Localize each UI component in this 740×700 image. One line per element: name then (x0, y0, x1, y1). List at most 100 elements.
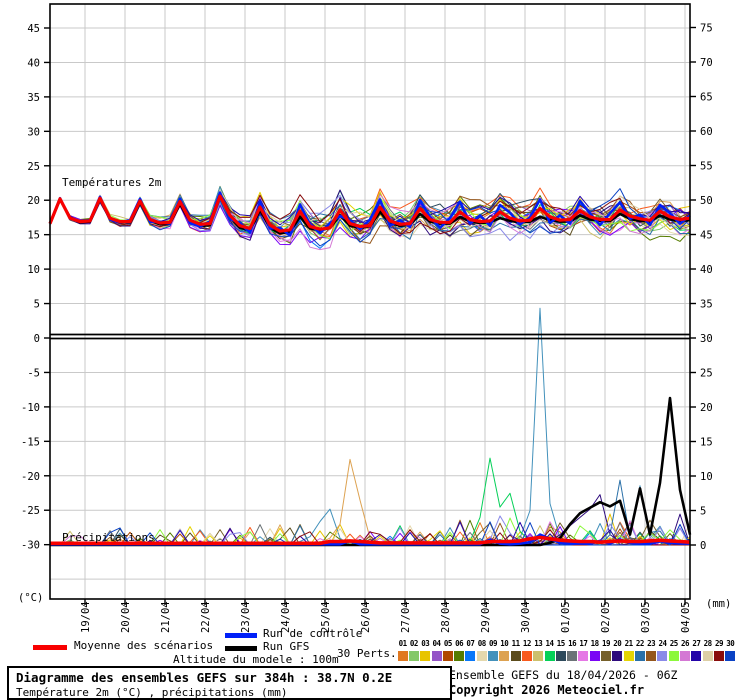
pert-color-swatch (476, 651, 487, 661)
pert-number: 21 (624, 639, 634, 648)
pert-cell: 11 (510, 639, 521, 661)
pert-color-swatch (408, 651, 419, 661)
left-axis-tick-label: 20 (27, 195, 40, 207)
gfs-run-precip-line (50, 396, 692, 547)
right-axis-tick-label: 45 (700, 230, 713, 242)
right-axis-tick-label: 50 (700, 195, 713, 207)
diagram-title: Diagramme des ensembles GEFS sur 384h : … (16, 670, 393, 685)
left-axis-tick-label: -25 (21, 505, 40, 517)
pert-cell: 15 (555, 639, 566, 661)
left-axis-tick-label: 40 (27, 57, 40, 69)
pert-color-swatch (600, 651, 611, 661)
perturbations-legend-label: 30 Perts. (337, 647, 397, 660)
pert-color-swatch (499, 651, 510, 661)
pert-number: 16 (568, 639, 577, 648)
pert-number: 12 (522, 639, 532, 648)
pert-color-swatch (544, 651, 555, 661)
pert-number: 18 (590, 639, 600, 648)
pert-number: 19 (601, 639, 611, 648)
pert-color-swatch (713, 651, 724, 661)
pert-color-swatch (420, 651, 431, 661)
pert-color-swatch (567, 651, 578, 661)
pert-cell: 02 (408, 639, 419, 661)
pert-color-swatch (454, 651, 465, 661)
right-axis-unit-label: (mm) (706, 598, 731, 610)
pert-number: 15 (556, 639, 566, 648)
left-axis-tick-label: 15 (27, 230, 40, 242)
pert-cell: 13 (533, 639, 544, 661)
pert-color-swatch (442, 651, 453, 661)
left-axis-tick-label: 5 (34, 299, 40, 311)
pert-number: 26 (681, 639, 690, 648)
pert-number: 09 (489, 639, 498, 648)
left-axis-tick-label: 25 (27, 161, 40, 173)
pert-cell: 26 (679, 639, 691, 661)
pert-number: 01 (398, 639, 408, 648)
pert-number: 24 (658, 639, 667, 648)
pert-number: 27 (692, 639, 701, 648)
left-axis-tick-label: 30 (27, 126, 40, 138)
pert-number: 20 (613, 639, 622, 648)
pert-color-swatch (578, 651, 589, 661)
right-axis-tick-label: 60 (700, 126, 713, 138)
pert-number: 22 (635, 639, 645, 648)
pert-number: 28 (703, 639, 713, 648)
pert-number: 29 (714, 639, 724, 648)
pert-number: 06 (455, 639, 464, 648)
right-axis-tick-label: 70 (700, 57, 713, 69)
pert-color-swatch (510, 651, 521, 661)
right-axis-tick-label: 0 (700, 540, 706, 552)
precipitation-section-label: Précipitations (62, 531, 155, 544)
gfs-run-legend-label: Run GFS (263, 640, 310, 653)
pert-cell: 14 (544, 639, 555, 661)
pert-cell: 07 (465, 639, 476, 661)
x-axis-date-label: 27/04 (400, 601, 412, 633)
pert-color-swatch (725, 651, 736, 661)
pert-number: 17 (579, 639, 588, 648)
pert-color-swatch (533, 651, 544, 661)
x-axis-date-label: 20/04 (120, 601, 132, 633)
pert-cell: 29 (713, 639, 724, 661)
left-axis-tick-label: -5 (27, 367, 40, 379)
right-axis-tick-label: 25 (700, 368, 713, 380)
x-axis-date-label: 21/04 (160, 601, 172, 633)
pert-number: 30 (726, 639, 735, 648)
ensemble-member-temp-line (49, 193, 691, 235)
right-axis-tick-label: 55 (700, 161, 713, 173)
pert-color-swatch (397, 651, 408, 661)
pert-cell: 21 (623, 639, 634, 661)
pert-cell: 09 (487, 639, 499, 661)
run-info-label: Ensemble GEFS du 18/04/2026 - 06Z (449, 668, 678, 682)
pert-cell: 27 (691, 639, 702, 661)
left-axis-tick-label: 10 (27, 264, 40, 276)
x-axis-date-label: 25/04 (320, 601, 332, 633)
pert-cell: 17 (578, 639, 589, 661)
pert-color-swatch (646, 651, 657, 661)
model-altitude-label: Altitude du modele : 100m (173, 653, 339, 666)
ensemble-mean-temp-line (48, 194, 691, 233)
diagram-subtitle: Température 2m (°C) , précipitations (mm… (16, 686, 288, 699)
pert-cell: 03 (420, 639, 431, 661)
pert-color-swatch (691, 651, 702, 661)
pert-color-swatch (612, 651, 623, 661)
x-axis-date-label: 03/05 (640, 601, 652, 633)
pert-color-swatch (589, 651, 600, 661)
x-axis-date-label: 30/04 (520, 601, 532, 633)
pert-color-swatch (634, 651, 645, 661)
x-axis-date-label: 22/04 (200, 601, 212, 633)
pert-cell: 30 (725, 639, 736, 661)
pert-number: 05 (443, 639, 453, 648)
pert-number: 07 (466, 639, 475, 648)
right-axis-tick-label: 40 (700, 264, 713, 276)
pert-number: 13 (534, 639, 543, 648)
pert-number: 10 (500, 639, 509, 648)
pert-color-swatch (623, 651, 634, 661)
pert-number: 08 (477, 639, 487, 648)
right-axis-tick-label: 5 (700, 506, 706, 518)
pert-cell: 01 (397, 639, 408, 661)
pert-color-swatch (521, 651, 532, 661)
pert-color-swatch (657, 651, 668, 661)
pert-color-swatch (431, 651, 442, 661)
x-axis-date-label: 04/05 (680, 601, 692, 633)
